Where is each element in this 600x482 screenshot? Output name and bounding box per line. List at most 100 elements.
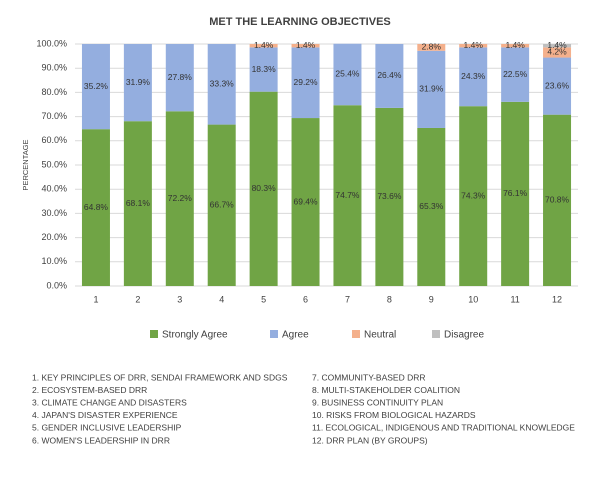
y-tick-label: 80.0%: [41, 87, 67, 97]
y-tick-label: 20.0%: [41, 232, 67, 242]
value-label: 76.1%: [503, 188, 528, 198]
bar-segment: [417, 50, 446, 128]
bar-segment: [207, 44, 236, 125]
note: 8. MULTI-STAKEHOLDER COALITION: [312, 385, 460, 395]
bar-segment: [81, 44, 110, 130]
value-label: 24.3%: [461, 71, 486, 81]
note: 2. ECOSYSTEM-BASED DRR: [32, 385, 147, 395]
value-label: 74.7%: [335, 190, 360, 200]
bar-segment: [333, 43, 362, 106]
bar-segment: [417, 44, 446, 51]
note: 6. WOMEN'S LEADERSHIP IN DRR: [32, 435, 170, 445]
x-tick-label: 7: [345, 294, 350, 304]
bar-segment: [207, 124, 236, 286]
legend-swatch: [432, 330, 440, 338]
note: 10. RISKS FROM BIOLOGICAL HAZARDS: [312, 410, 476, 420]
x-tick-label: 11: [510, 294, 519, 304]
value-label: 35.2%: [84, 81, 109, 91]
value-label: 4.2%: [547, 47, 567, 57]
legend-label: Neutral: [364, 330, 396, 341]
value-label: 25.4%: [335, 69, 360, 79]
value-label: 1.4%: [254, 40, 274, 50]
y-tick-label: 100.0%: [36, 38, 67, 48]
bar-segment: [543, 57, 572, 115]
bar-segment: [501, 101, 530, 286]
x-tick-label: 4: [219, 294, 224, 304]
value-label: 80.3%: [252, 183, 277, 193]
note: 12. DRR PLAN (BY GROUPS): [312, 435, 428, 445]
bar-segment: [501, 47, 530, 102]
value-label: 26.4%: [377, 70, 402, 80]
value-label: 69.4%: [293, 196, 318, 206]
x-tick-label: 9: [429, 294, 434, 304]
bar-segment: [459, 44, 488, 48]
bar-segment: [249, 44, 278, 48]
bar-segment: [123, 44, 152, 122]
bar-segment: [375, 44, 404, 108]
bar-segment: [249, 91, 278, 286]
value-label: 1.4%: [296, 40, 316, 50]
bar-segment: [165, 111, 194, 286]
x-tick-label: 1: [93, 294, 98, 304]
bar-segment: [291, 44, 320, 48]
bar-segment: [459, 47, 488, 107]
bar-segment: [543, 114, 572, 286]
bar-segment: [291, 47, 320, 119]
x-tick-label: 2: [135, 294, 140, 304]
x-tick-label: 6: [303, 294, 308, 304]
y-tick-label: 0.0%: [46, 280, 67, 290]
y-tick-label: 70.0%: [41, 111, 67, 121]
y-tick-label: 90.0%: [41, 63, 67, 73]
note: 3. CLIMATE CHANGE AND DISASTERS: [32, 397, 187, 407]
value-label: 23.6%: [545, 80, 570, 90]
x-tick-label: 12: [552, 294, 562, 304]
bar-segment: [543, 47, 572, 58]
value-label: 73.6%: [377, 191, 402, 201]
value-label: 27.8%: [168, 72, 193, 82]
bar-segment: [123, 121, 152, 286]
x-tick-label: 3: [177, 294, 182, 304]
note: 5. GENDER INCLUSIVE LEADERSHIP: [32, 423, 182, 433]
value-label: 1.4%: [505, 40, 525, 50]
value-label: 74.3%: [461, 190, 486, 200]
value-label: 1.4%: [464, 40, 484, 50]
value-label: 70.8%: [545, 195, 570, 205]
bar-segment: [417, 127, 446, 286]
bar-segment: [333, 105, 362, 286]
bar-segment: [543, 44, 572, 48]
note: 9. BUSINESS CONTINUITY PLAN: [312, 397, 443, 407]
value-label: 72.2%: [168, 193, 193, 203]
value-label: 31.9%: [126, 77, 151, 87]
bar-segment: [291, 118, 320, 286]
note: 7. COMMUNITY-BASED DRR: [312, 372, 426, 382]
y-tick-label: 10.0%: [41, 256, 67, 266]
x-tick-label: 8: [387, 294, 392, 304]
value-label: 64.8%: [84, 202, 109, 212]
value-label: 22.5%: [503, 69, 528, 79]
note: 1. KEY PRINCIPLES OF DRR, SENDAI FRAMEWO…: [32, 372, 288, 382]
y-axis-label: PERCENTAGE: [21, 139, 30, 190]
value-label: 29.2%: [293, 77, 318, 87]
legend-swatch: [352, 330, 360, 338]
y-tick-label: 30.0%: [41, 208, 67, 218]
chart-title: MET THE LEARNING OBJECTIVES: [209, 16, 391, 28]
legend-swatch: [270, 330, 278, 338]
y-tick-label: 60.0%: [41, 135, 67, 145]
value-label: 65.3%: [419, 201, 444, 211]
value-label: 68.1%: [126, 198, 151, 208]
value-label: 1.4%: [547, 40, 567, 50]
x-tick-label: 10: [468, 294, 478, 304]
bar-segment: [459, 106, 488, 286]
note: 11. ECOLOGICAL, INDIGENOUS AND TRADITION…: [312, 423, 575, 433]
legend-swatch: [150, 330, 158, 338]
y-tick-label: 50.0%: [41, 159, 67, 169]
legend-label: Disagree: [444, 330, 484, 341]
bar-segment: [165, 44, 194, 112]
note: 4. JAPAN'S DISASTER EXPERIENCE: [32, 410, 178, 420]
legend-label: Agree: [282, 330, 309, 341]
bar-segment: [249, 47, 278, 92]
bar-segment: [375, 107, 404, 286]
x-tick-label: 5: [261, 294, 266, 304]
value-label: 2.8%: [422, 42, 442, 52]
